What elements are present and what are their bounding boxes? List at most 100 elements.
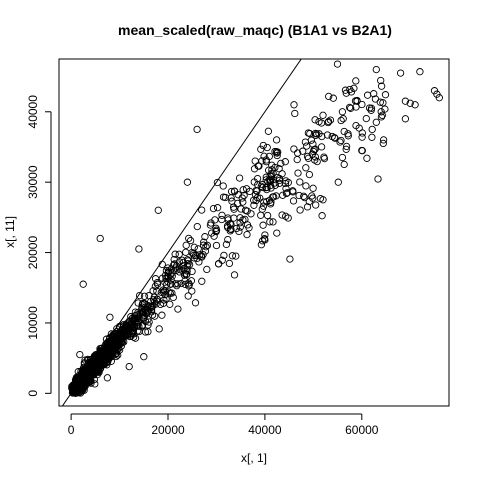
data-point <box>250 165 259 173</box>
data-point <box>352 77 360 85</box>
data-point <box>183 178 192 186</box>
data-point <box>153 278 161 287</box>
data-point <box>363 154 371 162</box>
data-point <box>85 378 93 387</box>
data-point <box>212 226 221 234</box>
data-point <box>140 353 148 361</box>
data-point <box>193 125 201 134</box>
data-point <box>338 108 347 116</box>
data-point <box>401 115 410 123</box>
data-point <box>262 156 270 164</box>
data-point <box>218 256 226 264</box>
data-point <box>315 130 323 138</box>
data-point <box>368 125 376 134</box>
data-point <box>258 180 266 189</box>
data-point <box>291 109 299 118</box>
data-point <box>344 130 352 138</box>
data-point <box>235 174 244 182</box>
data-point <box>309 184 317 192</box>
data-point <box>224 235 232 244</box>
data-point <box>333 60 342 68</box>
data-point <box>293 149 302 157</box>
data-point <box>76 376 84 385</box>
data-point <box>372 65 380 74</box>
data-point <box>352 121 360 130</box>
data-point <box>187 277 196 285</box>
data-point <box>250 196 258 204</box>
data-point <box>69 385 77 394</box>
data-point <box>302 164 310 172</box>
data-point <box>230 271 239 279</box>
data-point <box>381 105 389 113</box>
data-point <box>222 240 231 249</box>
data-point <box>193 222 201 231</box>
data-point <box>243 230 251 239</box>
data-point <box>154 206 162 214</box>
data-point <box>140 299 149 308</box>
data-point <box>161 287 169 295</box>
y-axis-label: x[, 11] <box>3 216 17 248</box>
data-point <box>254 181 262 189</box>
data-point <box>378 111 386 119</box>
data-point <box>353 97 361 105</box>
data-point <box>110 333 118 341</box>
x-axis-label: x[, 1] <box>241 451 267 465</box>
data-point <box>198 277 206 285</box>
data-point <box>339 115 347 123</box>
data-point <box>184 292 192 300</box>
data-point <box>377 82 386 90</box>
data-point <box>271 181 279 189</box>
chart-title: mean_scaled(raw_maqc) (B1A1 vs B2A1) <box>118 22 392 38</box>
data-points <box>68 48 443 397</box>
data-point <box>125 362 133 371</box>
data-point <box>347 88 356 96</box>
data-point <box>105 347 114 355</box>
data-point <box>264 127 273 135</box>
data-point <box>212 241 221 250</box>
data-point <box>239 198 247 206</box>
data-point <box>293 155 301 164</box>
data-point <box>278 170 286 178</box>
data-point <box>195 251 204 259</box>
data-point <box>198 206 206 214</box>
data-point <box>338 153 347 162</box>
data-point <box>177 279 185 288</box>
data-point <box>262 176 270 184</box>
data-point <box>100 353 108 361</box>
data-point <box>140 292 149 300</box>
data-point <box>311 145 319 153</box>
data-point <box>76 350 84 359</box>
data-point <box>158 311 166 319</box>
data-point <box>416 68 424 76</box>
data-point <box>241 206 250 214</box>
data-point <box>157 288 166 296</box>
data-point <box>305 170 314 179</box>
data-point <box>155 325 163 333</box>
data-point <box>235 227 243 236</box>
data-point <box>211 216 219 224</box>
data-point <box>174 280 182 288</box>
data-point <box>311 129 320 138</box>
data-point <box>381 91 390 99</box>
data-point <box>186 236 195 245</box>
data-point <box>252 196 260 205</box>
data-point <box>242 185 251 193</box>
data-point <box>379 48 385 54</box>
data-point <box>340 160 348 169</box>
data-point <box>230 187 239 195</box>
data-point <box>323 131 332 139</box>
y-axis: 0 10000 20000 30000 40000 <box>26 95 52 397</box>
data-point <box>294 169 302 177</box>
data-point <box>284 178 292 187</box>
data-point <box>115 341 123 349</box>
data-point <box>203 265 211 274</box>
data-point <box>135 291 144 300</box>
data-point <box>213 204 222 212</box>
data-point <box>230 214 238 222</box>
data-point <box>156 300 165 309</box>
data-point <box>103 374 112 382</box>
identity-reference-line <box>61 59 302 406</box>
data-point <box>273 149 281 157</box>
data-point <box>201 233 209 241</box>
data-point <box>185 234 193 243</box>
